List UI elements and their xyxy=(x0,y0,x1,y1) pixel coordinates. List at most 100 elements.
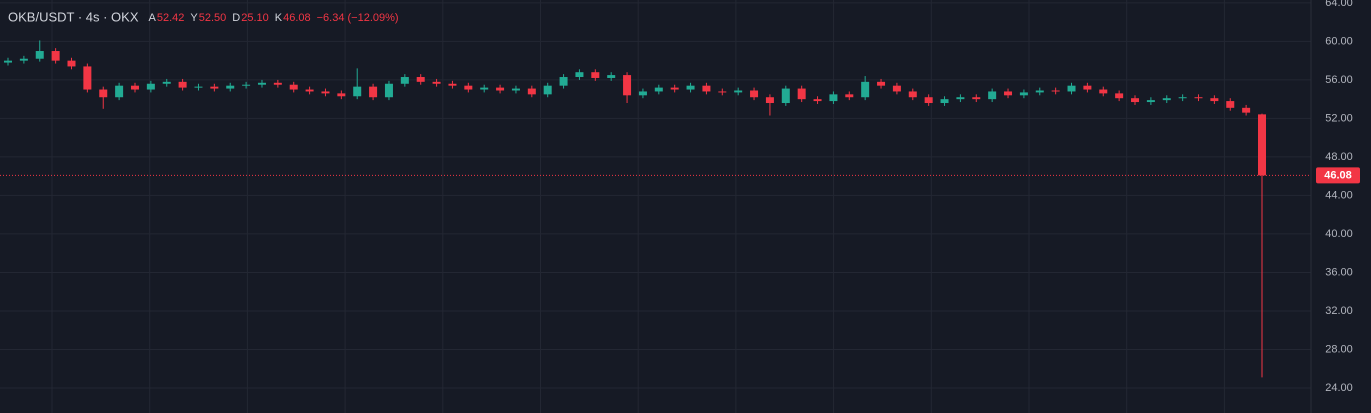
candle-body xyxy=(623,75,632,96)
last-price-label: 46.08 xyxy=(1324,169,1352,181)
legend-value: 52.42 xyxy=(157,12,185,24)
header-legend: OKB/USDT · 4s · OKX A 52.42 Y 52.50 D 25.10 K 4… xyxy=(8,9,399,24)
y-tick-label: 56.00 xyxy=(1325,74,1353,86)
candle-body xyxy=(702,85,711,92)
candle-body xyxy=(210,86,219,89)
candle-body xyxy=(654,87,663,92)
legend-key: A xyxy=(149,12,157,24)
candle-body xyxy=(797,88,806,100)
candle-body xyxy=(924,97,933,104)
price-axis: 24.00 28.00 32.00 36.00 40.00 44.00 48.00 52.00… xyxy=(1316,0,1360,394)
candle-body xyxy=(543,85,552,95)
candle-body xyxy=(464,85,473,90)
candle-body xyxy=(1194,97,1203,99)
candle-body xyxy=(1162,98,1171,101)
grid xyxy=(0,0,1311,413)
candle-body xyxy=(892,85,901,92)
candle-body xyxy=(4,60,12,63)
candle-body xyxy=(1242,107,1251,113)
y-tick-label: 44.00 xyxy=(1325,189,1353,201)
candle-body xyxy=(607,75,616,78)
legend-key: D xyxy=(232,12,240,24)
candle-body xyxy=(400,77,409,84)
candle-body xyxy=(781,88,790,104)
candle-body xyxy=(273,82,282,85)
candle-body xyxy=(718,91,727,93)
candle-body xyxy=(956,97,965,100)
last-price-badge xyxy=(1316,167,1360,184)
candle-body xyxy=(496,87,505,91)
candle-body xyxy=(83,66,92,90)
candle-body xyxy=(289,84,298,90)
candle-body xyxy=(51,51,60,61)
candle-body xyxy=(575,72,584,78)
candle-body xyxy=(591,72,600,78)
legend-key: K xyxy=(275,12,283,24)
legend-value: 52.50 xyxy=(199,12,227,24)
candle-body xyxy=(829,94,838,102)
candle-body xyxy=(432,81,441,84)
y-tick-label: 52.00 xyxy=(1325,112,1353,124)
candle-body xyxy=(1226,101,1235,108)
candle-body xyxy=(384,83,393,98)
candle-body xyxy=(511,88,520,91)
candle-body xyxy=(115,85,124,98)
candle-body xyxy=(1004,91,1013,96)
candle-body xyxy=(226,85,235,89)
candles xyxy=(0,40,1311,378)
candle-body xyxy=(1258,114,1266,176)
candle-body xyxy=(1099,89,1108,94)
candle-body xyxy=(305,89,314,92)
y-tick-label: 64.00 xyxy=(1325,0,1353,9)
candle-body xyxy=(1035,90,1044,93)
candle-body xyxy=(242,84,251,86)
candle-body xyxy=(1115,93,1124,99)
y-tick-label: 24.00 xyxy=(1325,382,1353,394)
candle-body xyxy=(480,87,489,90)
candle-body xyxy=(861,81,870,98)
candle-body xyxy=(416,77,425,82)
candle-body xyxy=(1051,90,1060,92)
candle-body xyxy=(750,90,759,98)
y-tick-label: 40.00 xyxy=(1325,228,1353,240)
candle-body xyxy=(877,81,886,86)
candle-body xyxy=(19,58,28,61)
candle-body xyxy=(448,83,457,86)
candle-body xyxy=(908,91,917,98)
y-tick-label: 60.00 xyxy=(1325,35,1353,47)
candle-body xyxy=(734,90,743,93)
legend-change: −6.34 (−12.09%) xyxy=(317,12,399,24)
candle-body xyxy=(813,99,822,102)
candle-body xyxy=(67,60,76,67)
candle-body xyxy=(1146,100,1155,103)
candle-body xyxy=(988,91,997,100)
candle-body xyxy=(35,51,44,59)
candle-body xyxy=(1067,85,1076,92)
symbol: OKB/USDT · 4s · OKX xyxy=(8,9,139,24)
candle-body xyxy=(99,89,108,98)
legend-value: 25.10 xyxy=(241,12,269,24)
y-tick-label: 28.00 xyxy=(1325,343,1353,355)
candle-body xyxy=(559,77,568,86)
candle-body xyxy=(178,81,187,88)
candle-body xyxy=(130,85,139,90)
y-tick-label: 36.00 xyxy=(1325,266,1353,278)
candle-body xyxy=(194,86,203,88)
candle-body xyxy=(765,97,774,104)
candle-body xyxy=(940,99,949,104)
candle-body xyxy=(1210,98,1219,102)
y-tick-label: 48.00 xyxy=(1325,151,1353,163)
candle-body xyxy=(670,87,679,90)
candle-body xyxy=(353,86,362,97)
candle-body xyxy=(369,86,378,98)
candle-body xyxy=(1019,92,1028,96)
candle-body xyxy=(1083,85,1092,90)
candle-body xyxy=(972,97,981,100)
candle-body xyxy=(686,85,695,90)
candle-body xyxy=(845,94,854,98)
candle-body xyxy=(1178,97,1187,99)
candle-body xyxy=(257,82,266,85)
